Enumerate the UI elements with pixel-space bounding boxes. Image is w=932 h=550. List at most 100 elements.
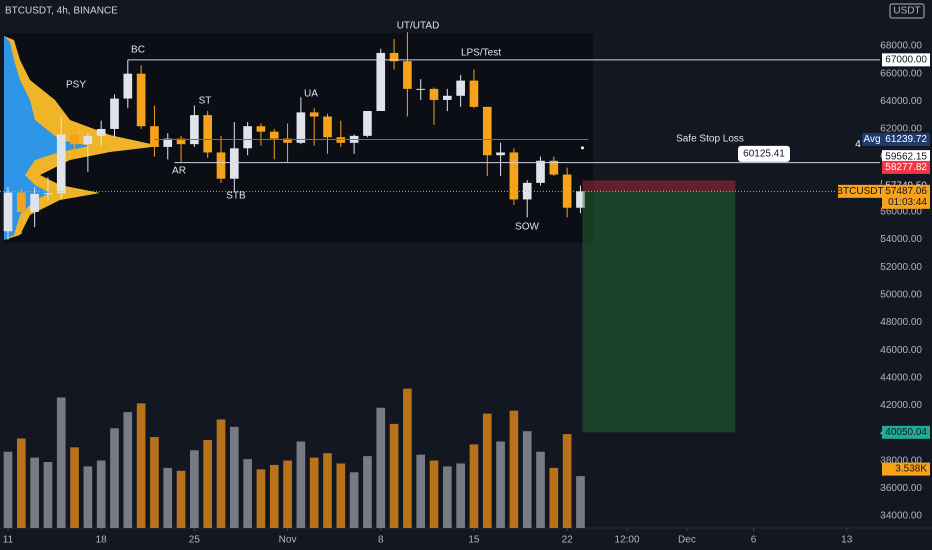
volume-bar <box>429 460 439 528</box>
countdown: 01:03:44 <box>888 197 927 208</box>
volume-bar <box>243 459 252 528</box>
volume-bar <box>323 453 332 528</box>
currency: USDT <box>893 6 920 17</box>
candle-body <box>123 73 133 99</box>
candle-body <box>3 192 13 232</box>
x-tick-label: 13 <box>841 535 853 546</box>
volume-bar <box>269 464 279 528</box>
target-zone <box>582 191 736 433</box>
candle-body <box>176 138 186 145</box>
avg-badge: 4 <box>855 139 861 150</box>
support-label-box <box>882 150 930 164</box>
candle-body <box>309 112 319 117</box>
volume-bar <box>562 434 572 528</box>
annotation: STB <box>226 191 246 202</box>
x-tick-label: 12:00 <box>615 535 640 546</box>
volume-label: 3.538K <box>895 464 927 475</box>
candle-body <box>416 88 426 90</box>
volume-bar <box>509 410 519 528</box>
candle-body <box>376 52 386 111</box>
annotation: UA <box>304 89 318 100</box>
volume-bar <box>3 451 13 528</box>
symbol-tag: BTCUSDT <box>836 186 883 197</box>
volume-bar <box>296 441 306 528</box>
volume-bar <box>456 463 465 528</box>
candle-body <box>96 128 106 136</box>
candle-body <box>429 88 439 100</box>
x-tick-label: 6 <box>751 535 757 546</box>
volume-profile <box>4 36 160 240</box>
currency-box <box>889 3 925 19</box>
volume-bar <box>16 438 26 528</box>
target-label: 40050.04 <box>885 427 927 438</box>
candle-body <box>163 138 173 147</box>
candle-body <box>43 193 53 195</box>
volume-bar <box>216 419 226 528</box>
volume-profile-core <box>4 36 90 240</box>
x-tick-label: 25 <box>189 535 201 546</box>
y-tick-label: 38000.00 <box>880 455 922 466</box>
volume-bar <box>336 463 346 528</box>
y-tick-label: 62000.00 <box>880 124 922 135</box>
volume-bar <box>256 469 266 528</box>
candle-body <box>229 148 239 179</box>
candle-body <box>243 126 252 149</box>
stop-box <box>738 145 790 162</box>
y-tick-label: 46000.00 <box>880 345 922 356</box>
candle-body <box>269 131 279 139</box>
x-tick-label: 8 <box>378 535 384 546</box>
candle-body <box>256 126 266 132</box>
volume-bar <box>136 403 146 528</box>
candle-body <box>30 193 39 212</box>
volume-bar <box>522 431 532 528</box>
avg-label: 61239.72 <box>885 134 927 145</box>
last-price-label: 57487.06 <box>885 186 927 197</box>
volume-bar <box>30 457 39 528</box>
candle-body <box>363 110 372 136</box>
volume-bar <box>403 388 412 528</box>
candle-body <box>323 116 332 138</box>
bc-label-box <box>882 53 930 67</box>
candle-body <box>496 152 505 156</box>
x-tick-label: Dec <box>678 535 696 546</box>
volume-bar <box>229 426 239 528</box>
volume-bar <box>43 462 53 528</box>
header-title: BTCUSDT, 4h, BINANCE <box>5 6 118 17</box>
y-tick-label: 50000.00 <box>880 289 922 300</box>
candle-body <box>296 112 306 143</box>
volume-bar <box>150 437 159 528</box>
candle-body <box>203 115 213 153</box>
volume-bar <box>442 466 452 528</box>
volume-bar <box>163 467 173 528</box>
candle-body <box>536 160 545 183</box>
volume-bar <box>203 440 213 528</box>
avg-tag: Avg <box>863 134 880 145</box>
volume-bar <box>469 444 479 528</box>
volume-label-box <box>882 462 930 476</box>
y-tick-label: 54000.00 <box>880 234 922 245</box>
y-tick-label: 68000.00 <box>880 41 922 52</box>
volume-bar <box>576 476 585 528</box>
target-label-box <box>882 425 930 439</box>
candle-body <box>482 106 492 156</box>
stop-dot <box>580 146 584 150</box>
x-tick-label: 15 <box>468 535 480 546</box>
x-tick-label: Nov <box>279 535 297 546</box>
volume-bar <box>123 412 133 528</box>
stop-label: 60125.41 <box>743 149 785 160</box>
annotation: PSY <box>66 80 86 91</box>
avg-label-box <box>882 132 930 146</box>
volume-bar <box>536 451 545 528</box>
annotation: ST <box>199 96 212 107</box>
y-tick-label: 52000.00 <box>880 262 922 273</box>
volume-bar <box>70 447 79 528</box>
y-tick-label: 44000.00 <box>880 372 922 383</box>
volume-bar <box>349 472 359 528</box>
y-tick-label: 42000.00 <box>880 400 922 411</box>
volume-bar <box>176 470 186 528</box>
y-tick-label: 56000.00 <box>880 207 922 218</box>
candle-body <box>70 134 79 145</box>
y-tick-label: 34000.00 <box>880 511 922 522</box>
candle-body <box>56 134 66 194</box>
volume-bar <box>376 407 386 528</box>
